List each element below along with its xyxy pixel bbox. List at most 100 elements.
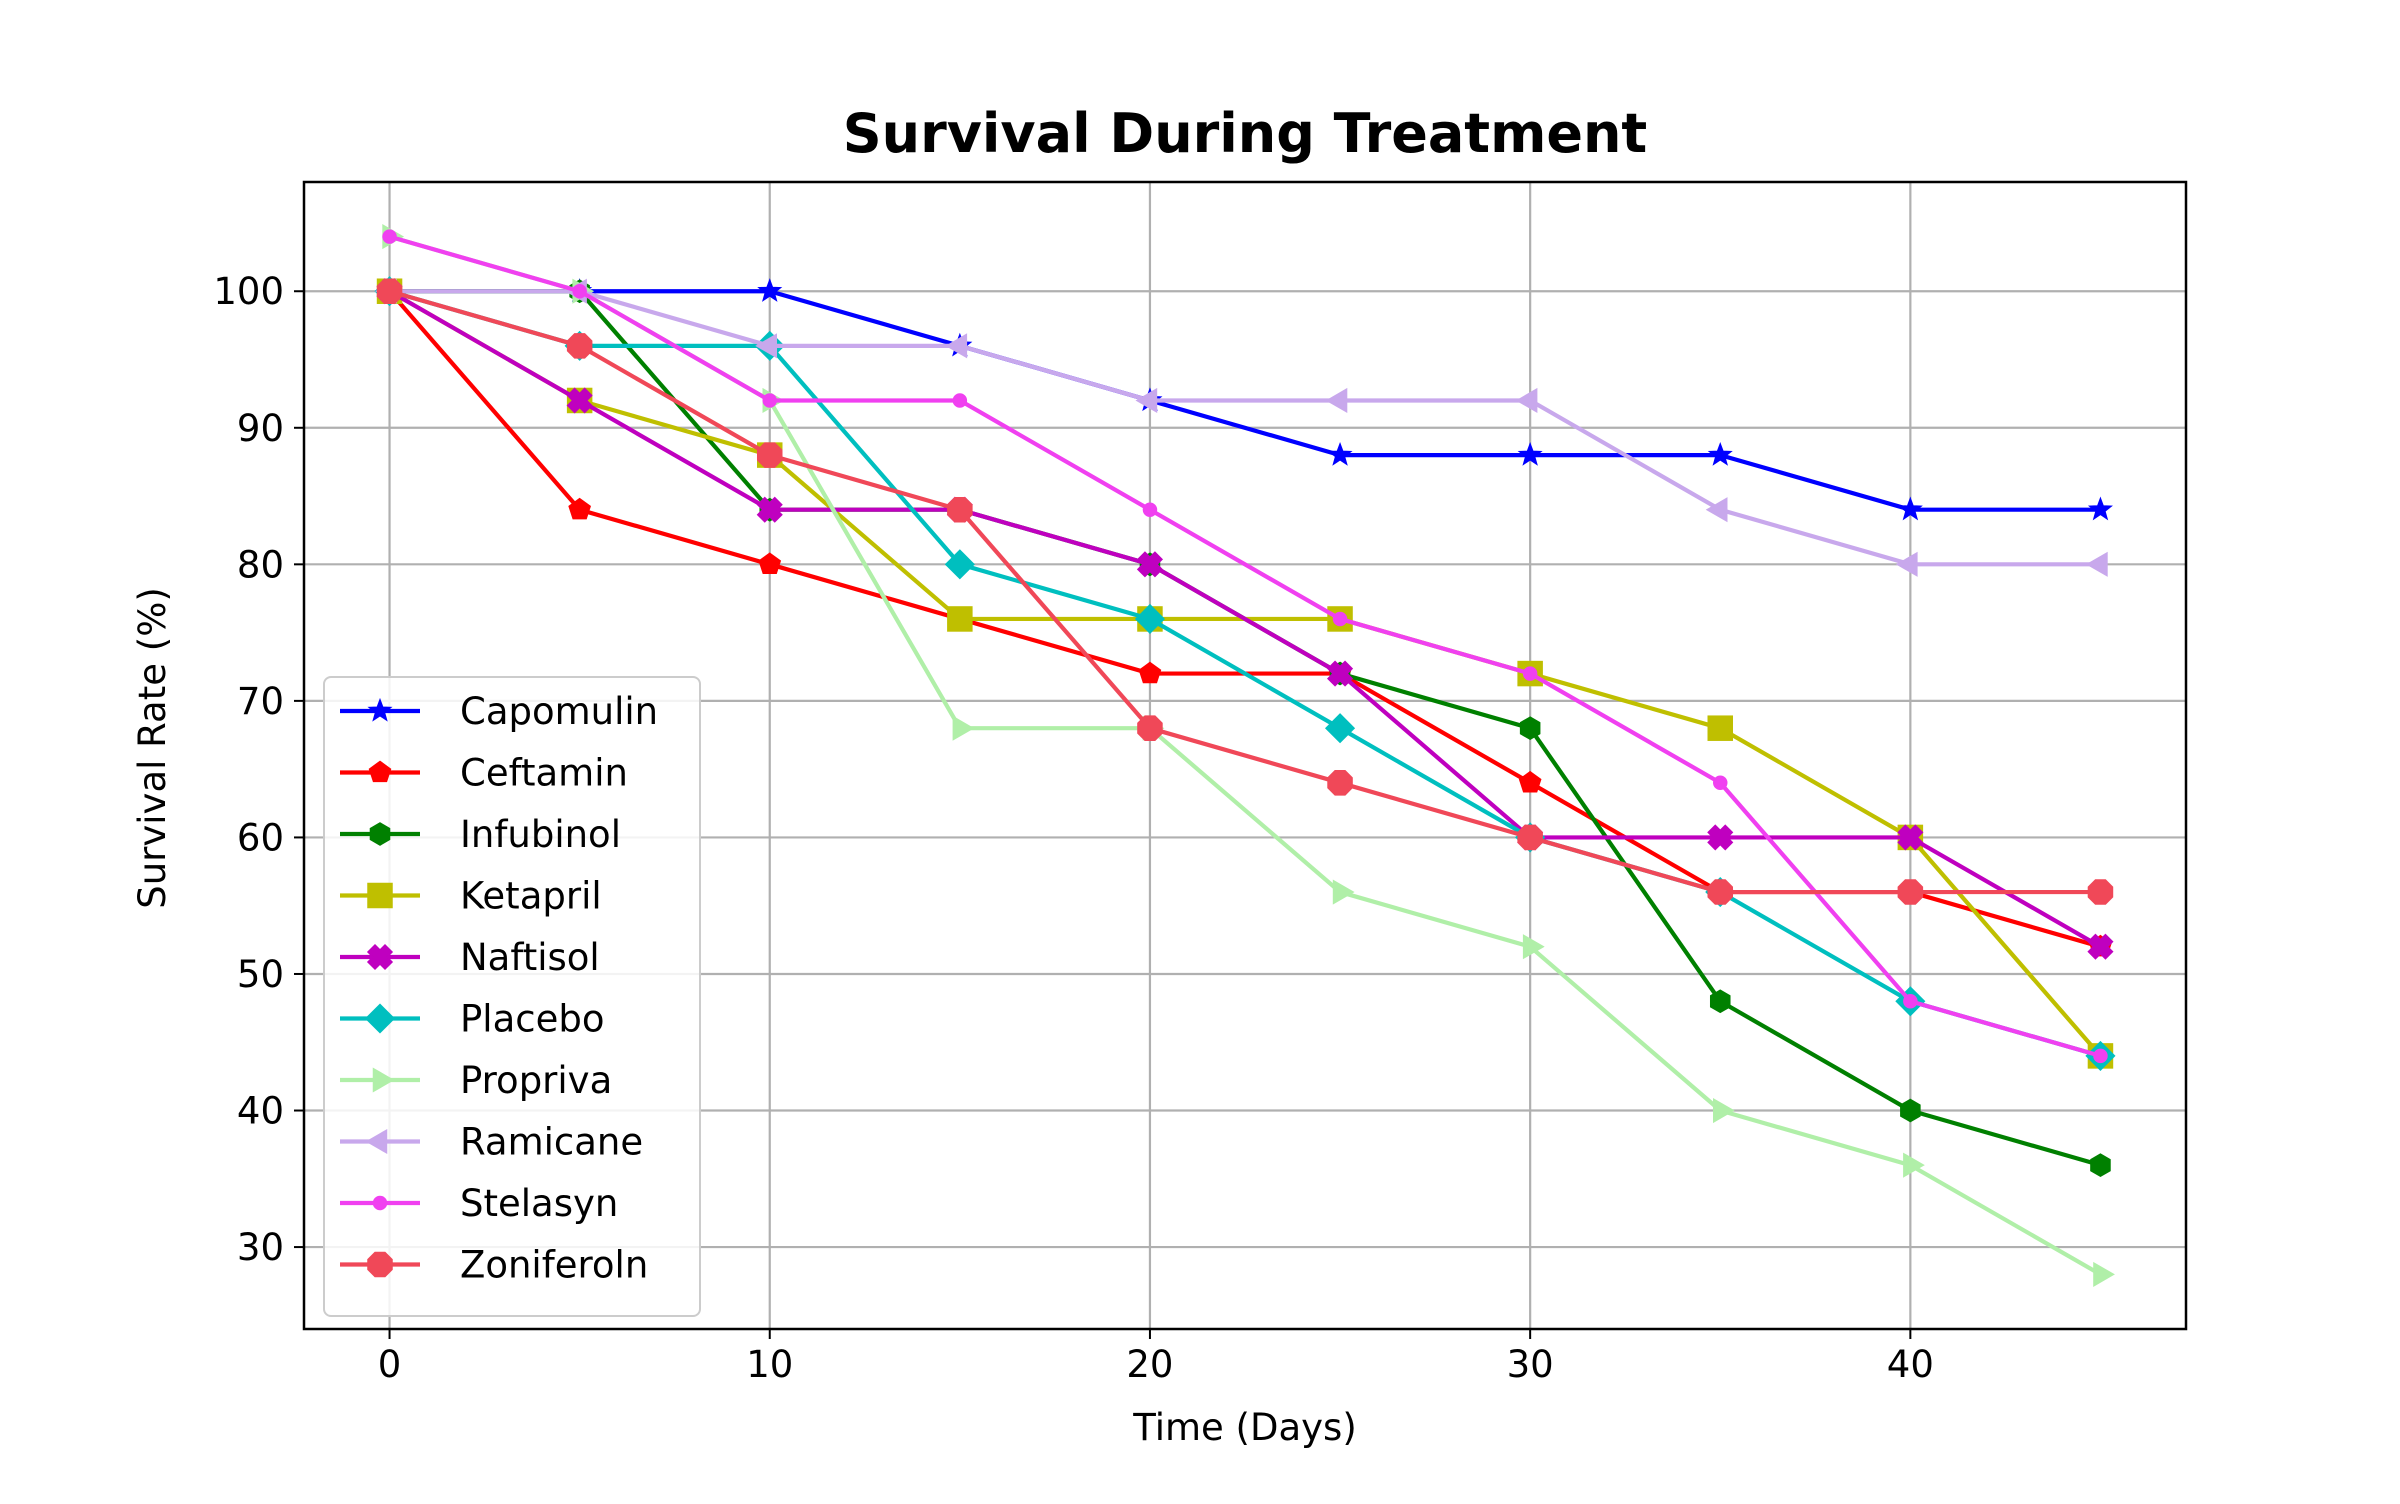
legend-label-capomulin: Capomulin <box>460 690 658 733</box>
legend-box <box>323 676 701 1317</box>
x-tick-label: 10 <box>746 1343 793 1386</box>
data-point-naftisol <box>2087 933 2114 960</box>
data-point-zoniferoln <box>566 333 593 359</box>
legend-label-naftisol: Naftisol <box>460 936 600 979</box>
data-point-ramicane <box>1325 387 1348 414</box>
data-point-ramicane <box>1705 497 1728 523</box>
y-axis-label: Survival Rate (%) <box>131 587 174 909</box>
data-point-capomulin <box>1327 441 1353 466</box>
legend-label-stelasyn: Stelasyn <box>460 1182 618 1225</box>
legend-marker-ceftamin <box>368 760 392 783</box>
data-point-ketapril <box>1327 606 1353 632</box>
data-point-capomulin <box>1897 496 1923 521</box>
legend-entry-naftisol: Naftisol <box>340 936 600 979</box>
data-point-propriva <box>1332 879 1355 905</box>
series-line-capomulin <box>389 289 2101 512</box>
axis-ticks: 0 10 20 30 40 30 40 50 60 70 80 90 100 <box>213 270 1934 1386</box>
data-point-propriva <box>1713 1097 1735 1124</box>
data-point-stelasyn <box>2093 1048 2108 1064</box>
legend-marker-ramicane <box>365 1128 388 1155</box>
data-point-ramicane <box>1135 387 1158 414</box>
data-point-propriva <box>1522 934 1545 960</box>
data-point-stelasyn <box>1713 775 1728 791</box>
data-point-stelasyn <box>1332 611 1348 627</box>
legend-label-propriva: Propriva <box>460 1059 612 1102</box>
legend-label-ramicane: Ramicane <box>460 1121 643 1164</box>
legend-entry-placebo: Placebo <box>340 998 605 1041</box>
data-point-zoniferoln <box>1327 770 1353 796</box>
x-axis-label: Time (Days) <box>1132 1406 1357 1449</box>
data-point-stelasyn <box>1142 502 1158 517</box>
data-point-zoniferoln <box>376 278 403 304</box>
data-point-infubinol <box>1900 1098 1921 1123</box>
data-point-capomulin <box>1517 441 1543 466</box>
data-point-zoniferoln <box>1897 879 1924 905</box>
y-tick-label: 80 <box>237 543 284 586</box>
legend-label-ceftamin: Ceftamin <box>460 752 628 795</box>
data-point-propriva <box>2093 1261 2115 1287</box>
legend-entry-zoniferoln: Zoniferoln <box>340 1244 648 1287</box>
data-point-ramicane <box>1515 387 1538 414</box>
data-point-ramicane <box>2085 551 2108 577</box>
data-point-naftisol <box>1897 824 1924 851</box>
legend-marker-zoniferoln <box>367 1251 393 1278</box>
legend-entry-ramicane: Ramicane <box>340 1121 643 1164</box>
data-point-ceftamin <box>758 552 782 574</box>
legend-marker-capomulin <box>367 697 393 722</box>
data-point-ceftamin <box>568 497 591 520</box>
data-point-ceftamin <box>1138 661 1162 684</box>
series-zoniferoln <box>376 278 2114 905</box>
data-point-ramicane <box>1895 551 1918 577</box>
data-point-zoniferoln <box>756 442 783 468</box>
y-tick-label: 30 <box>237 1226 284 1269</box>
data-point-placebo <box>1134 603 1166 635</box>
data-point-naftisol <box>1326 660 1354 687</box>
chart-title: Survival During Treatment <box>843 102 1648 165</box>
data-point-capomulin <box>1707 441 1733 466</box>
legend-entry-infubinol: Infubinol <box>340 813 621 856</box>
data-point-stelasyn <box>572 283 587 299</box>
data-point-zoniferoln <box>2087 879 2114 905</box>
legend-entry-stelasyn: Stelasyn <box>340 1182 618 1225</box>
legend-entry-ceftamin: Ceftamin <box>340 752 628 795</box>
legend-marker-ketapril <box>367 882 393 909</box>
y-tick-label: 40 <box>237 1090 284 1133</box>
data-point-zoniferoln <box>947 496 973 523</box>
legend-label-infubinol: Infubinol <box>460 813 621 856</box>
data-point-naftisol <box>566 387 593 414</box>
data-point-zoniferoln <box>1707 879 1734 905</box>
data-point-stelasyn <box>382 229 397 244</box>
legend-entry-capomulin: Capomulin <box>340 690 658 733</box>
data-point-infubinol <box>2090 1153 2111 1178</box>
data-point-ketapril <box>947 606 973 632</box>
data-point-zoniferoln <box>1137 715 1163 741</box>
legend-entry-ketapril: Ketapril <box>340 875 602 918</box>
data-point-stelasyn <box>762 393 777 408</box>
y-tick-label: 70 <box>237 680 284 723</box>
series-line-naftisol <box>388 289 2102 949</box>
legend-label-placebo: Placebo <box>460 998 605 1041</box>
plot-area-frame <box>302 180 2188 1331</box>
legend-marker-stelasyn <box>372 1195 388 1211</box>
data-point-stelasyn <box>1903 994 1918 1009</box>
data-point-naftisol <box>1707 824 1734 851</box>
y-tick-label: 50 <box>237 953 284 996</box>
legend-marker-naftisol <box>366 943 394 971</box>
data-point-naftisol <box>1136 551 1164 578</box>
legend-label-ketapril: Ketapril <box>460 875 602 918</box>
data-point-propriva <box>1903 1152 1925 1178</box>
data-point-placebo <box>944 549 975 580</box>
data-point-infubinol <box>1709 989 1731 1014</box>
data-point-ceftamin <box>1518 770 1542 793</box>
data-point-zoniferoln <box>1517 824 1543 851</box>
legend: Capomulin Ceftamin Infubinol Ketapril Naftis… <box>323 676 701 1317</box>
data-point-ramicane <box>755 333 777 359</box>
data-point-propriva <box>952 715 975 741</box>
y-tick-label: 60 <box>237 816 284 859</box>
data-point-naftisol <box>756 496 783 523</box>
series-line-zoniferoln <box>388 289 2101 895</box>
series-layer <box>374 224 2116 1287</box>
legend-marker-placebo <box>364 1003 396 1034</box>
x-tick-label: 0 <box>378 1343 402 1386</box>
